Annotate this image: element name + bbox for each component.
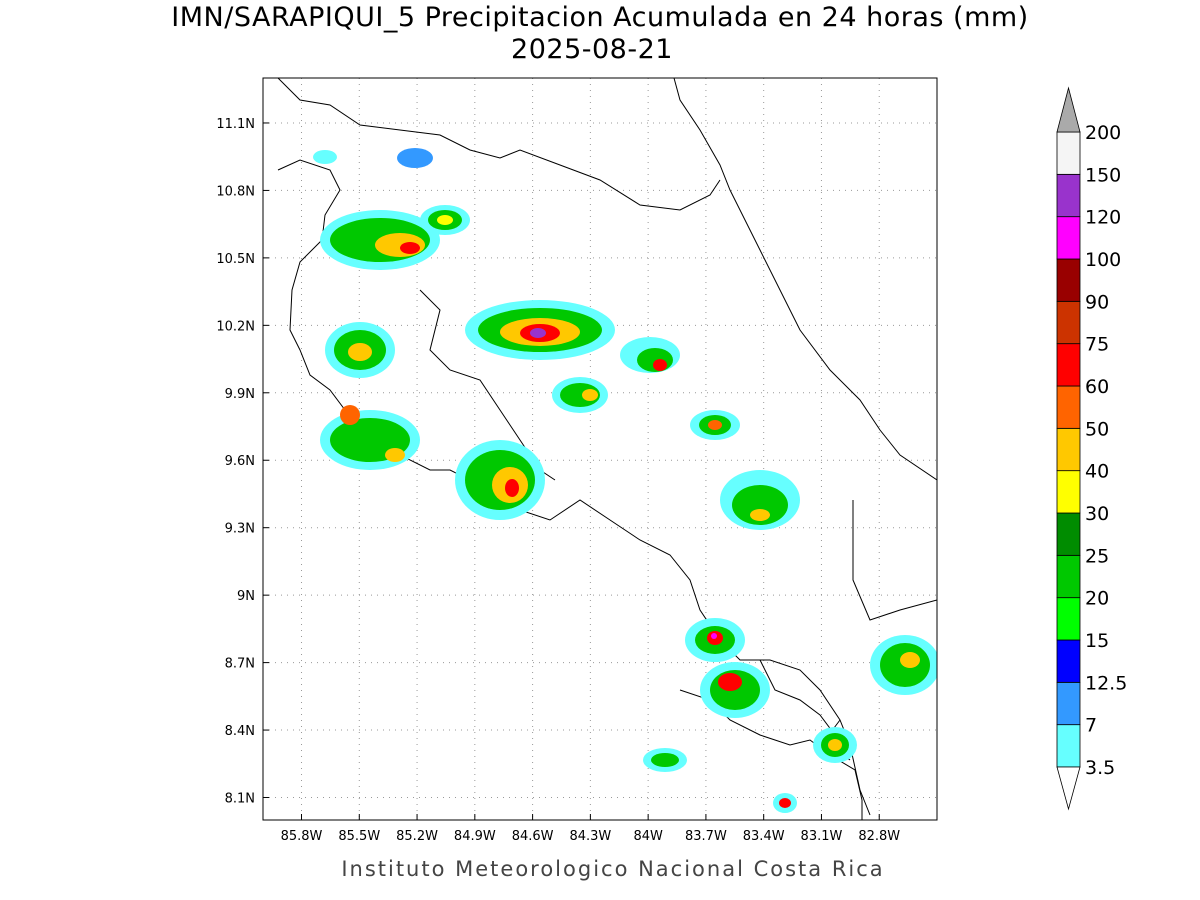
y-tick-label: 11.1N (216, 117, 255, 132)
x-tick-label: 83.1W (801, 829, 843, 844)
grid: 85.8W 85.5W 85.2W 84.9W 84.6W 84.3W 84W 83.7W 83… (216, 78, 937, 844)
colorbar-swatch (1056, 470, 1081, 514)
colorbar-label: 3.5 (1085, 757, 1115, 779)
colorbar-label: 120 (1085, 207, 1121, 229)
x-tick-label: 82.8W (858, 829, 900, 844)
x-tick-label: 84.3W (569, 829, 611, 844)
colorbar-label: 50 (1085, 418, 1109, 440)
subtitle: 2025-08-21 (511, 34, 673, 65)
y-tick-label: 10.8N (216, 184, 255, 199)
colorbar-swatch (1056, 639, 1081, 683)
colorbar-swatch (1056, 258, 1081, 302)
colorbar-swatch (1056, 681, 1081, 726)
x-tick-label: 85.2W (396, 829, 438, 844)
colorbar-label: 30 (1085, 503, 1109, 525)
colorbar-label: 40 (1085, 461, 1109, 483)
coastline (277, 78, 937, 481)
y-tick-label: 9.3N (225, 522, 255, 537)
colorbar-under (1056, 766, 1081, 811)
colorbar-label: 150 (1085, 164, 1121, 186)
y-tick-label: 8.1N (225, 792, 255, 807)
x-tick-label: 84.9W (454, 829, 496, 844)
colorbar-swatch (1056, 512, 1081, 556)
colorbar-swatch (1056, 554, 1081, 599)
colorbar-swatch (1056, 597, 1081, 641)
y-tick-label: 10.2N (216, 319, 255, 334)
colorbar: 3.5 7 12.5 15 20 25 30 40 50 60 75 90 100 120 150 200 (1056, 86, 1127, 811)
colorbar-swatch (1056, 131, 1081, 175)
colorbar-label: 100 (1085, 249, 1121, 271)
y-tick-label: 9.9N (225, 387, 255, 402)
colorbar-swatch (1056, 724, 1081, 768)
colorbar-label: 75 (1085, 334, 1109, 356)
colorbar-label: 7 (1085, 715, 1097, 737)
colorbar-swatch (1056, 385, 1081, 429)
y-tick-label: 8.7N (225, 657, 255, 672)
x-tick-label: 84.6W (512, 829, 554, 844)
colorbar-swatch (1056, 343, 1081, 387)
colorbar-over (1056, 86, 1081, 133)
colorbar-label: 60 (1085, 376, 1109, 398)
y-tick-label: 9N (237, 589, 255, 604)
x-tick-label: 84W (633, 829, 663, 844)
colorbar-swatch (1056, 427, 1081, 472)
x-tick-label: 85.5W (338, 829, 380, 844)
map-content (277, 78, 937, 820)
colorbar-label: 20 (1085, 588, 1109, 610)
colorbar-label: 25 (1085, 545, 1109, 567)
x-tick-label: 83.4W (743, 829, 785, 844)
map-frame (262, 77, 938, 821)
x-tick-label: 83.7W (685, 829, 727, 844)
y-tick-label: 10.5N (216, 252, 255, 267)
y-tick-label: 8.4N (225, 724, 255, 739)
colorbar-swatch (1056, 300, 1081, 345)
colorbar-swatch (1056, 216, 1081, 260)
colorbar-swatch (1056, 173, 1081, 218)
precip-field (313, 148, 937, 813)
colorbar-label: 90 (1085, 291, 1109, 313)
footer: Instituto Meteorologico Nacional Costa R… (341, 857, 884, 881)
y-tick-label: 9.6N (225, 454, 255, 469)
title: IMN/SARAPIQUI_5 Precipitacion Acumulada … (171, 2, 1028, 33)
coastline (419, 289, 937, 820)
colorbar-label: 15 (1085, 630, 1109, 652)
colorbar-label: 200 (1085, 122, 1121, 144)
colorbar-label: 12.5 (1085, 672, 1127, 694)
x-tick-label: 85.8W (281, 829, 323, 844)
